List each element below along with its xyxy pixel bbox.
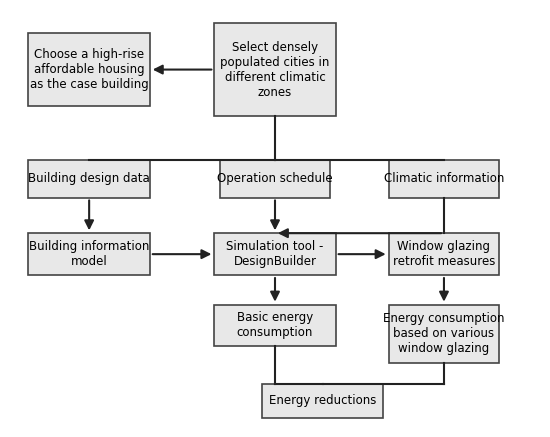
Bar — [29, 160, 150, 198]
Bar — [388, 233, 499, 275]
Text: Operation schedule: Operation schedule — [217, 172, 333, 185]
Text: Climatic information: Climatic information — [384, 172, 504, 185]
Text: Basic energy
consumption: Basic energy consumption — [237, 312, 313, 340]
Text: Select densely
populated cities in
different climatic
zones: Select densely populated cities in diffe… — [221, 41, 329, 99]
Bar — [29, 233, 150, 275]
Bar — [219, 160, 331, 198]
Text: Simulation tool -
DesignBuilder: Simulation tool - DesignBuilder — [226, 240, 324, 268]
Text: Energy reductions: Energy reductions — [269, 395, 376, 407]
Text: Energy consumption
based on various
window glazing: Energy consumption based on various wind… — [383, 312, 505, 355]
Text: Choose a high-rise
affordable housing
as the case building: Choose a high-rise affordable housing as… — [30, 48, 148, 91]
Bar — [214, 233, 336, 275]
Bar — [29, 33, 150, 106]
Text: Building design data: Building design data — [28, 172, 150, 185]
Bar — [388, 305, 499, 363]
Bar — [262, 384, 383, 418]
Bar — [388, 160, 499, 198]
Text: Building information
model: Building information model — [29, 240, 150, 268]
Text: Window glazing
retrofit measures: Window glazing retrofit measures — [393, 240, 495, 268]
Bar — [214, 24, 336, 116]
Bar — [214, 305, 336, 347]
